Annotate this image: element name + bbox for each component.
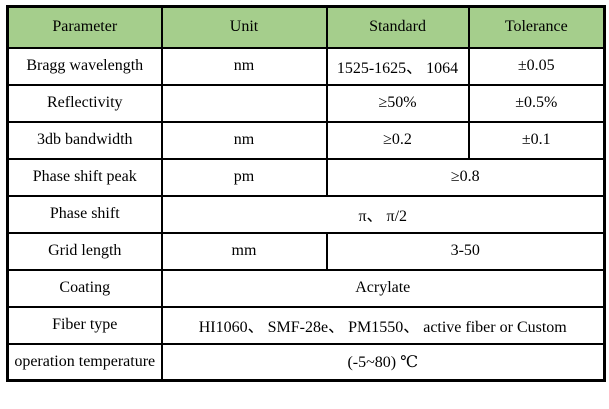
cell-reflectivity-standard: ≥50% [325,83,470,123]
header-tolerance: Tolerance [467,5,606,49]
cell-3db-bandwidth-unit: nm [160,120,328,160]
row-grid-length: Grid length mm 3-50 [6,231,606,271]
cell-fiber-type-param: Fiber type [6,305,163,345]
row-reflectivity: Reflectivity ≥50% ±0.5% [6,83,606,123]
cell-bragg-wavelength-standard: 1525-1625、 1064 [325,46,470,86]
cell-coating-value: Acrylate [160,268,606,308]
cell-phase-shift-peak-standard: ≥0.8 [325,157,606,197]
cell-coating-param: Coating [6,268,163,308]
row-fiber-type: Fiber type HI1060、 SMF-28e、 PM1550、 acti… [6,305,606,345]
cell-bragg-wavelength-unit: nm [160,46,328,86]
cell-grid-length-param: Grid length [6,231,163,271]
row-3db-bandwidth: 3db bandwidth nm ≥0.2 ±0.1 [6,120,606,160]
header-parameter: Parameter [6,5,163,49]
cell-grid-length-value: 3-50 [325,231,606,271]
row-bragg-wavelength: Bragg wavelength nm 1525-1625、 1064 ±0.0… [6,46,606,86]
cell-3db-bandwidth-standard: ≥0.2 [325,120,470,160]
specification-table: Parameter Unit Standard Tolerance Bragg … [6,5,606,382]
cell-bragg-wavelength-tolerance: ±0.05 [467,46,606,86]
row-coating: Coating Acrylate [6,268,606,308]
row-operation-temperature: operation temperature (-5~80) ℃ [6,342,606,382]
cell-reflectivity-unit [160,83,328,123]
row-phase-shift-peak: Phase shift peak pm ≥0.8 [6,157,606,197]
header-standard: Standard [325,5,470,49]
cell-phase-shift-peak-param: Phase shift peak [6,157,163,197]
row-phase-shift: Phase shift π、 π/2 [6,194,606,234]
header-unit: Unit [160,5,328,49]
table-header-row: Parameter Unit Standard Tolerance [6,5,606,49]
cell-grid-length-unit: mm [160,231,328,271]
cell-reflectivity-param: Reflectivity [6,83,163,123]
cell-operation-temperature-value: (-5~80) ℃ [160,342,606,382]
cell-3db-bandwidth-tolerance: ±0.1 [467,120,606,160]
cell-phase-shift-peak-unit: pm [160,157,328,197]
cell-bragg-wavelength-param: Bragg wavelength [6,46,163,86]
cell-fiber-type-value: HI1060、 SMF-28e、 PM1550、 active fiber or… [160,305,606,345]
cell-reflectivity-tolerance: ±0.5% [467,83,606,123]
cell-3db-bandwidth-param: 3db bandwidth [6,120,163,160]
cell-operation-temperature-param: operation temperature [6,342,163,382]
cell-phase-shift-param: Phase shift [6,194,163,234]
cell-phase-shift-value: π、 π/2 [160,194,606,234]
